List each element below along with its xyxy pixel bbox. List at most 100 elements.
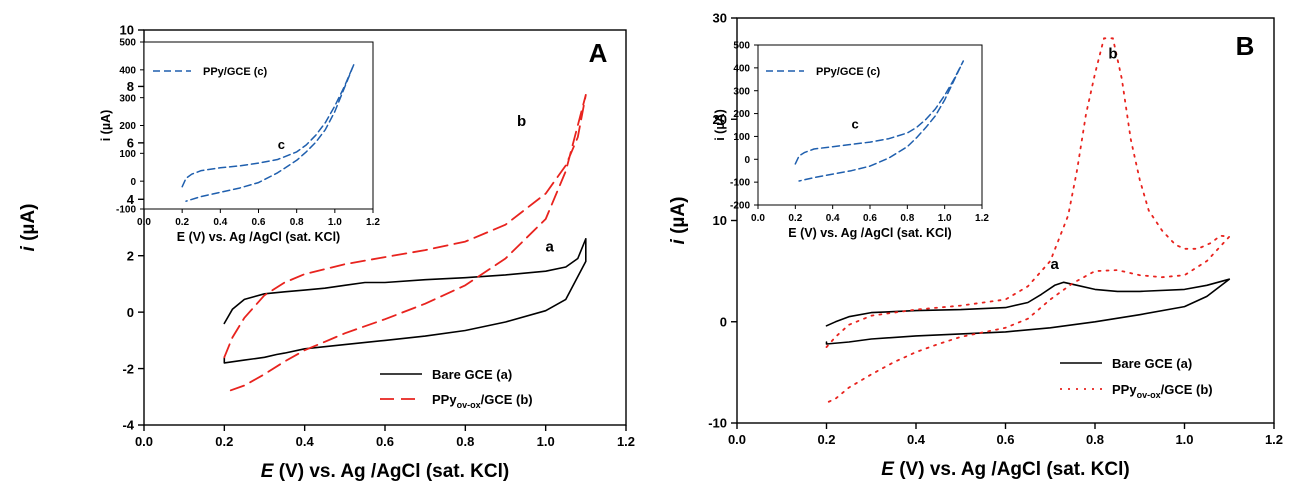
- legend-label-ppy-ovox-gce: PPyov-ox/GCE (b): [432, 392, 533, 410]
- main-y-tick-label: 4: [127, 192, 135, 207]
- curve-label-a: a: [1051, 256, 1060, 273]
- inset-series-ppy-gce: [181, 63, 355, 202]
- inset-y-tick-label: 200: [733, 109, 750, 120]
- y-axis-label: i (µA): [668, 197, 689, 245]
- legend-label-ppy: PPy: [432, 392, 457, 407]
- inset-y-tick-label: -200: [730, 201, 750, 212]
- inset-x-tick-label: 0.2: [788, 213, 802, 224]
- main-y-tick-label: 8: [127, 79, 134, 94]
- legend-label-ppy: PPy: [1112, 382, 1137, 397]
- panel-label: B: [1236, 31, 1255, 61]
- inset-y-tick-label: -100: [730, 178, 750, 189]
- main-x-tick-label: 0.4: [907, 432, 926, 447]
- inset-y-tick-label: 0: [130, 177, 136, 188]
- x-axis-label-text: (V) vs. Ag /AgCl (sat. KCl): [894, 459, 1130, 480]
- y-axis-label-symbol: i: [18, 245, 39, 251]
- inset-y-tick-label: 200: [119, 121, 136, 132]
- main-y-tick-label: 30: [713, 11, 727, 26]
- legend-label-suffix: /GCE (b): [1161, 382, 1213, 397]
- main-y-tick-label: -4: [122, 418, 134, 433]
- series-ppy-ovox-gce: [223, 94, 587, 394]
- inset-y-axis-label: i (µA): [99, 110, 113, 142]
- inset-y-axis-label: i (µA): [713, 109, 727, 141]
- inset-x-tick-label: 0.0: [137, 217, 151, 228]
- main-x-tick-label: 0.4: [296, 434, 315, 449]
- inset-x-tick-label: 0.0: [751, 213, 765, 224]
- inset-legend-label: PPy/GCE (c): [816, 66, 881, 78]
- main-y-tick-label: 2: [127, 248, 134, 263]
- legend-label-suffix: /GCE (b): [481, 392, 533, 407]
- legend-label-bare-gce: Bare GCE (a): [1112, 356, 1192, 371]
- inset-chart: 0.0 0.2 0.4 0.6 0.8 1.0 1.2 -100 0 100 200 300 400 50…: [99, 38, 380, 244]
- curve-label-a: a: [546, 238, 555, 255]
- main-y-tick-label: -10: [708, 416, 727, 431]
- inset-y-tick-label: -100: [116, 205, 136, 216]
- series-bare-gce: [825, 278, 1231, 345]
- main-x-tick-label: 0.8: [456, 434, 474, 449]
- main-y-tick-label: 0: [720, 314, 727, 329]
- y-axis-label-symbol: i: [668, 238, 689, 244]
- x-axis-label-symbol: E: [261, 461, 275, 482]
- main-x-tick-label: 1.2: [617, 434, 635, 449]
- main-x-tick-label: 0.6: [996, 432, 1014, 447]
- inset-y-tick-label: 300: [119, 93, 136, 104]
- inset-x-tick-label: 1.0: [938, 213, 952, 224]
- main-x-tick-label: 0.8: [1086, 432, 1104, 447]
- main-x-tick-label: 0.2: [215, 434, 233, 449]
- x-axis-label-symbol: E: [881, 459, 895, 480]
- legend-label-subscript: ov-ox: [1137, 390, 1161, 400]
- inset-curve-label-c: c: [851, 116, 858, 131]
- curve-label-b: b: [1108, 46, 1117, 63]
- inset-x-tick-label: 1.0: [328, 217, 342, 228]
- main-x-tick-label: 1.0: [1175, 432, 1193, 447]
- main-x-tick-label: 0.0: [728, 432, 746, 447]
- inset-x-axis-label: E (V) vs. Ag /AgCl (sat. KCl): [177, 230, 340, 244]
- main-x-tick-label: 1.0: [537, 434, 555, 449]
- main-x-tick-label: 1.2: [1265, 432, 1283, 447]
- inset-y-tick-label: 500: [119, 38, 136, 49]
- x-axis-label-text: (V) vs. Ag /AgCl (sat. KCl): [273, 461, 509, 482]
- main-y-tick-label: 6: [127, 136, 134, 151]
- inset-x-tick-label: 1.2: [366, 217, 380, 228]
- inset-x-tick-label: 0.8: [900, 213, 914, 224]
- panel-label: A: [589, 38, 608, 68]
- inset-x-axis-label: E (V) vs. Ag /AgCl (sat. KCl): [788, 226, 951, 240]
- inset-y-tick-label: 300: [733, 86, 750, 97]
- inset-plot-frame: [757, 44, 983, 206]
- main-x-tick-label: 0.6: [376, 434, 394, 449]
- inset-y-tick-label: 100: [733, 132, 750, 143]
- inset-y-tick-label: 0: [744, 155, 750, 166]
- x-axis-label: E (V) vs. Ag /AgCl (sat. KCl): [881, 459, 1129, 480]
- main-y-tick-label: 20: [713, 112, 727, 127]
- legend: Bare GCE (a) PPyov-ox/GCE (b): [380, 367, 533, 410]
- y-axis-label: i (µA): [18, 204, 39, 252]
- inset-x-tick-label: 0.4: [826, 213, 840, 224]
- inset-y-tick-label: 100: [119, 149, 136, 160]
- inset-x-tick-label: 0.6: [252, 217, 266, 228]
- main-y-tick-label: 0: [127, 305, 134, 320]
- x-axis-label: E (V) vs. Ag /AgCl (sat. KCl): [261, 461, 509, 482]
- main-x-tick-label: 0.0: [135, 434, 153, 449]
- main-y-tick-label: 10: [713, 213, 727, 228]
- inset-chart: 0.0 0.2 0.4 0.6 0.8 1.0 1.2 -200 -100 0 100 200 300 4…: [713, 41, 989, 240]
- y-axis-label-text: (µA): [668, 197, 689, 240]
- series-bare-gce: [223, 238, 587, 364]
- inset-y-tick-label: 400: [119, 65, 136, 76]
- main-y-tick-label: 10: [120, 23, 134, 38]
- main-x-tick-label: 0.2: [817, 432, 835, 447]
- curve-label-b: b: [517, 113, 526, 130]
- legend-label-bare-gce: Bare GCE (a): [432, 367, 512, 382]
- legend-label-ppy-ovox-gce: PPyov-ox/GCE (b): [1112, 382, 1213, 400]
- inset-x-tick-label: 0.2: [175, 217, 189, 228]
- panel-a: 0.0 0.2 0.4 0.6 0.8 1.0 1.2 -4 -2 0 2 4 6 8 10 a b A E (V)…: [18, 23, 635, 482]
- inset-x-tick-label: 0.8: [290, 217, 304, 228]
- inset-series-ppy-gce: [794, 60, 965, 182]
- inset-x-tick-label: 0.6: [863, 213, 877, 224]
- y-axis-label-text: (µA): [18, 204, 39, 247]
- inset-x-tick-label: 1.2: [975, 213, 989, 224]
- legend: Bare GCE (a) PPyov-ox/GCE (b): [1060, 356, 1213, 400]
- inset-y-tick-label: 400: [733, 63, 750, 74]
- inset-legend-label: PPy/GCE (c): [203, 66, 268, 78]
